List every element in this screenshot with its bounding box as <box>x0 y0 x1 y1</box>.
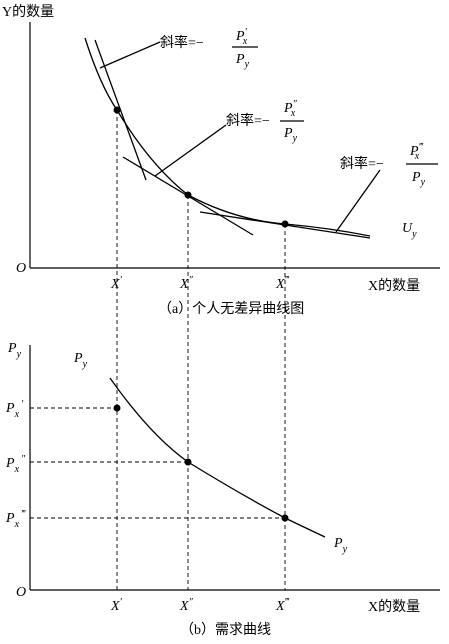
origin: O <box>16 585 26 600</box>
denominator: Py <box>283 126 298 144</box>
leader-line <box>335 169 381 233</box>
slope-label: 斜率=− <box>340 155 384 172</box>
x-tick-label: X′ <box>110 275 123 292</box>
point <box>281 220 289 228</box>
origin: O <box>16 261 26 276</box>
curve-label: Uy <box>402 221 417 240</box>
numerator: P′ x <box>235 27 248 47</box>
slope-label: 斜率=− <box>160 34 204 51</box>
point <box>281 514 289 522</box>
point <box>113 404 121 412</box>
caption: （a）个人无差异曲线图 <box>158 301 304 317</box>
denominator: Py <box>235 52 250 70</box>
x-tick-label: X″ <box>179 597 194 614</box>
price-tick-label: Px″ <box>5 454 26 475</box>
numerator: P‴ x <box>409 142 424 162</box>
x-tick-label: X‴ <box>275 275 290 292</box>
y-axis-label: Py <box>7 341 22 360</box>
x-axis-label: X的数量 <box>368 278 420 294</box>
curve-label: Py <box>333 536 348 555</box>
price-tick-label: Px‴ <box>5 509 26 530</box>
demand-curve <box>109 377 326 538</box>
point <box>184 458 192 466</box>
point <box>113 106 121 114</box>
slope-label: 斜率=− <box>226 112 270 129</box>
x-axis-label: X的数量 <box>368 599 420 615</box>
caption: （b）需求曲线 <box>180 622 271 638</box>
denominator: Py <box>411 170 426 188</box>
numerator: P″ x <box>283 99 298 119</box>
curve-label: Py <box>73 351 88 370</box>
point <box>184 191 192 199</box>
x-tick-label: X‴ <box>275 597 290 614</box>
x-tick-label: X′ <box>110 597 123 614</box>
x-tick-label: X″ <box>179 275 194 292</box>
leader-line <box>99 41 161 69</box>
leader-line <box>154 124 227 177</box>
y-axis-label: Y的数量 <box>2 4 54 20</box>
price-tick-label: Px′ <box>5 399 24 420</box>
indifference-curve <box>84 37 371 237</box>
